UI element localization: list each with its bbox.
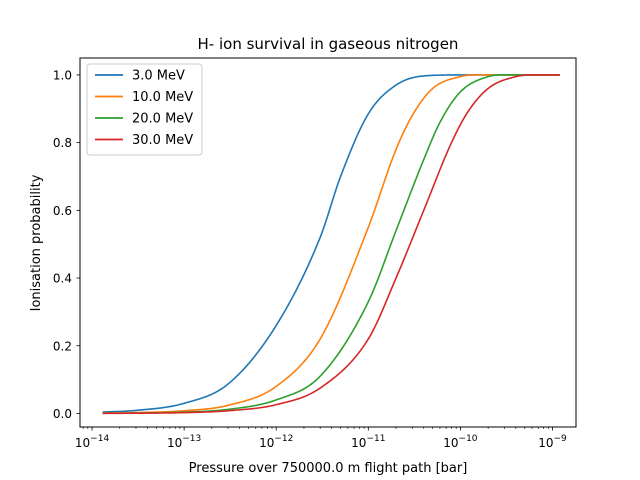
series-line-30-0-mev xyxy=(102,74,560,415)
y-tick-label: 0.6 xyxy=(53,204,72,218)
legend: 3.0 MeV 10.0 MeV 20.0 MeV 30.0 MeV xyxy=(86,63,203,156)
legend-label: 10.0 MeV xyxy=(132,90,193,105)
y-tick-label: 0.8 xyxy=(53,136,72,150)
x-axis-ticks: 10−14 10−13 10−12 10−11 10−10 10−9 xyxy=(75,427,567,450)
x-tick-label: 10−11 xyxy=(351,434,385,450)
legend-box xyxy=(86,63,203,156)
y-tick-label: 0.0 xyxy=(53,407,72,421)
x-tick-label: 10−10 xyxy=(443,434,478,450)
series-line-3-0-mev xyxy=(102,74,560,413)
series-line-10-0-mev xyxy=(102,74,560,414)
series-layer xyxy=(102,74,560,415)
y-axis-ticks: 0.0 0.2 0.4 0.6 0.8 1.0 xyxy=(53,68,80,421)
legend-label: 20.0 MeV xyxy=(132,112,193,127)
legend-label: 3.0 MeV xyxy=(132,69,185,84)
chart-title: H- ion survival in gaseous nitrogen xyxy=(198,35,459,53)
y-tick-label: 0.4 xyxy=(53,272,72,286)
y-tick-label: 1.0 xyxy=(53,68,72,82)
x-tick-label: 10−14 xyxy=(75,434,110,450)
x-tick-label: 10−13 xyxy=(167,434,201,450)
x-tick-label: 10−12 xyxy=(259,434,293,450)
x-tick-label: 10−9 xyxy=(538,434,567,450)
y-axis-label: Ionisation probability xyxy=(29,174,44,311)
legend-label: 30.0 MeV xyxy=(132,133,193,148)
y-tick-label: 0.2 xyxy=(53,339,72,353)
plot-frame xyxy=(79,57,577,428)
x-axis-label: Pressure over 750000.0 m flight path [ba… xyxy=(189,461,468,476)
